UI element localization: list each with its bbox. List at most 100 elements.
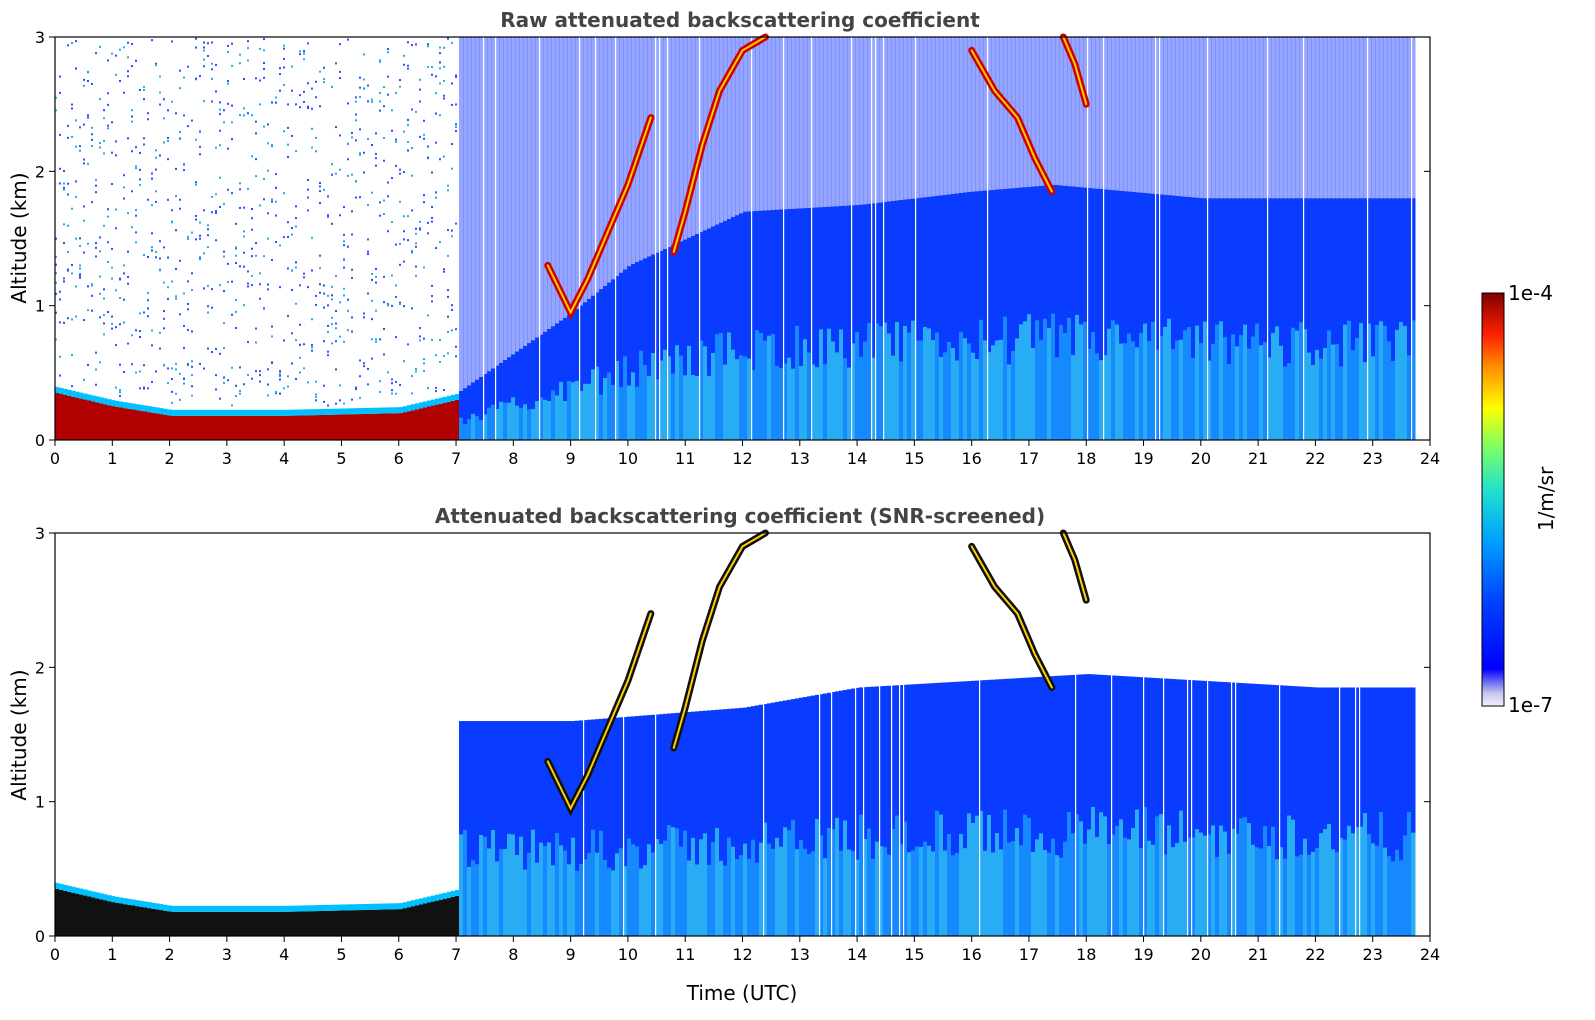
noise-pixel — [431, 205, 433, 208]
noise-pixel — [167, 109, 169, 112]
x-tick-label: 21 — [1248, 945, 1268, 964]
surface-layer-cell — [119, 407, 124, 440]
noise-pixel — [239, 265, 241, 268]
boundary-layer-cell — [619, 272, 624, 440]
surface-layer-edge — [363, 407, 368, 414]
near-surface-cell — [919, 340, 924, 440]
near-surface-cell — [655, 839, 660, 936]
surface-layer-edge — [135, 900, 140, 907]
surface-layer-edge — [151, 902, 156, 909]
near-surface-cell — [1311, 851, 1316, 936]
near-surface-cell — [1203, 835, 1208, 936]
surface-layer-cell — [295, 911, 300, 936]
free-troposphere-noise — [631, 37, 636, 264]
surface-layer-edge — [115, 896, 120, 903]
noise-pixel — [315, 294, 317, 297]
noise-pixel — [227, 51, 229, 54]
noise-pixel — [379, 338, 381, 341]
boundary-layer-cell — [1051, 676, 1056, 936]
cloud-track-core — [672, 36, 767, 253]
noise-pixel — [431, 73, 433, 76]
noise-pixel — [75, 195, 77, 198]
surface-layer-edge — [367, 903, 372, 910]
noise-pixel — [383, 275, 385, 278]
near-surface-cell — [1371, 843, 1376, 936]
near-surface-cell — [1171, 847, 1176, 936]
noise-pixel — [187, 125, 189, 128]
surface-layer-cell — [75, 397, 80, 440]
free-troposphere-noise — [995, 37, 1000, 190]
near-surface-cell — [563, 401, 568, 440]
noise-pixel — [251, 155, 253, 158]
missing-profile-gap — [1155, 37, 1157, 440]
noise-pixel — [407, 239, 409, 242]
noise-pixel — [315, 395, 317, 398]
noise-pixel — [267, 123, 269, 126]
near-surface-cell — [795, 325, 800, 440]
noise-pixel — [403, 130, 405, 133]
near-surface-cell — [515, 854, 520, 936]
boundary-layer-cell — [971, 680, 976, 936]
surface-layer-cell — [419, 904, 424, 936]
boundary-layer-cell — [627, 266, 632, 440]
near-surface-cell — [719, 860, 724, 936]
boundary-layer-cell — [639, 715, 644, 936]
free-troposphere-noise — [1091, 37, 1096, 189]
noise-pixel — [95, 184, 97, 187]
free-troposphere-noise — [975, 37, 980, 192]
noise-pixel — [79, 276, 81, 279]
surface-layer-cell — [175, 415, 180, 440]
boundary-layer-cell — [1179, 196, 1184, 440]
missing-profile-gap — [659, 37, 661, 440]
near-surface-cell — [1211, 825, 1216, 936]
boundary-layer-cell — [755, 210, 760, 440]
near-surface-cell — [775, 837, 780, 936]
boundary-layer-cell — [467, 385, 472, 440]
noise-pixel — [315, 96, 317, 99]
near-surface-cell — [1403, 835, 1408, 936]
x-tick-label: 11 — [675, 945, 695, 964]
noise-pixel — [435, 354, 437, 357]
noise-pixel — [151, 232, 153, 235]
surface-layer-cell — [435, 404, 440, 440]
free-troposphere-noise — [643, 37, 648, 259]
noise-pixel — [147, 198, 149, 201]
noise-pixel — [239, 206, 241, 209]
boundary-layer-cell — [871, 686, 876, 936]
free-troposphere-noise — [1107, 37, 1112, 190]
boundary-layer-cell — [635, 716, 640, 936]
near-surface-cell — [1119, 343, 1124, 440]
near-surface-cell — [599, 394, 604, 440]
boundary-layer-cell — [551, 721, 556, 936]
noise-pixel — [279, 89, 281, 92]
noise-pixel — [111, 315, 113, 318]
surface-layer-cell — [155, 909, 160, 936]
surface-layer-edge — [411, 900, 416, 907]
noise-pixel — [207, 224, 209, 227]
noise-pixel — [159, 269, 161, 272]
noise-pixel — [179, 313, 181, 316]
noise-pixel — [315, 393, 317, 396]
noise-pixel — [399, 263, 401, 266]
boundary-layer-cell — [687, 237, 692, 440]
noise-pixel — [335, 310, 337, 313]
boundary-layer-cell — [1095, 674, 1100, 936]
surface-layer-cell — [351, 414, 356, 440]
noise-pixel — [407, 118, 409, 121]
near-surface-cell — [487, 407, 492, 440]
near-surface-cell — [951, 855, 956, 936]
near-surface-cell — [1311, 364, 1316, 440]
noise-pixel — [119, 48, 121, 51]
boundary-layer-cell — [1355, 198, 1360, 440]
noise-pixel — [119, 391, 121, 394]
noise-pixel — [439, 61, 441, 64]
boundary-layer-cell — [1235, 198, 1240, 440]
noise-pixel — [171, 280, 173, 283]
boundary-layer-cell — [1347, 198, 1352, 440]
surface-layer-edge — [107, 399, 112, 406]
boundary-layer-cell — [995, 189, 1000, 440]
free-troposphere-noise — [859, 37, 864, 205]
noise-pixel — [375, 152, 377, 155]
noise-pixel — [387, 48, 389, 51]
surface-layer-cell — [431, 405, 436, 440]
